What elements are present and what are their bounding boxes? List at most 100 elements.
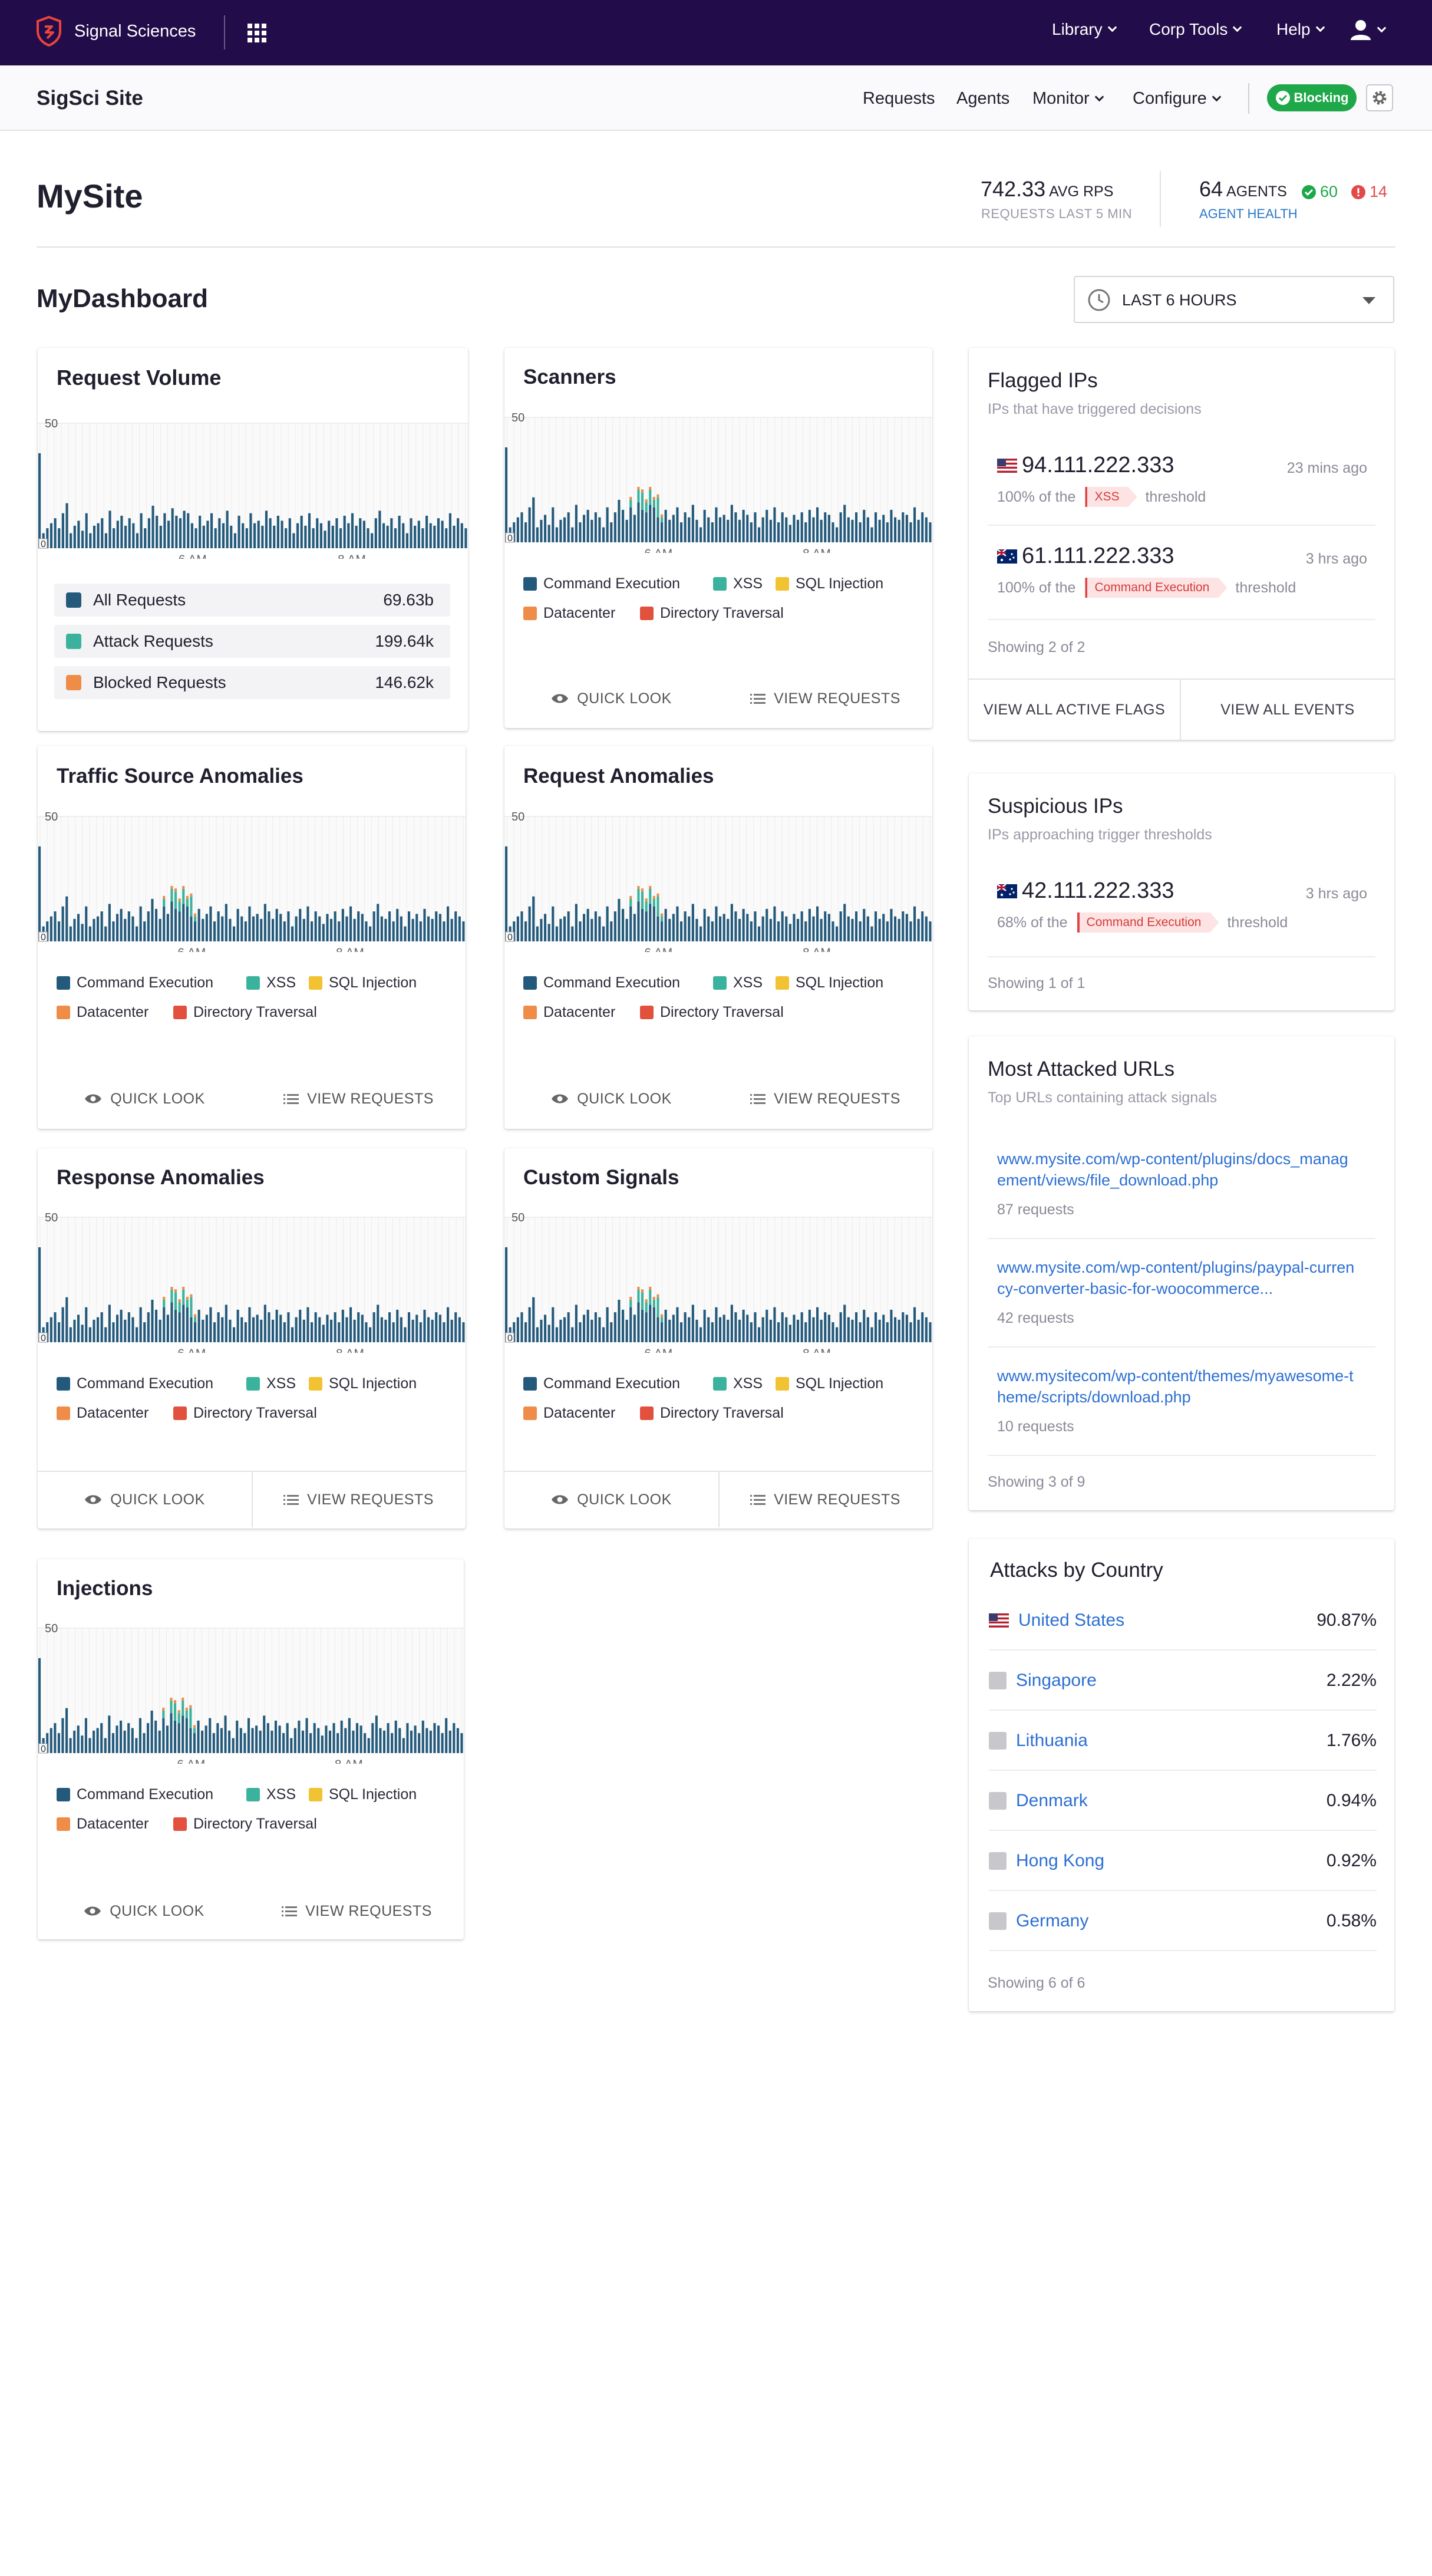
bar	[417, 521, 420, 548]
user-menu[interactable]	[1349, 19, 1387, 41]
legend-swatch	[246, 976, 260, 990]
attacked-url-link[interactable]: www.mysite.com/wp-content/plugins/paypal…	[997, 1259, 1355, 1297]
flagged-ip-2[interactable]: 61.111.222.333	[997, 543, 1174, 569]
legend-sql[interactable]: SQL Injection	[309, 974, 417, 991]
signal-tag[interactable]: XSS	[1085, 487, 1137, 507]
legend-sql[interactable]: SQL Injection	[309, 1375, 417, 1392]
legend-datacenter[interactable]: Datacenter	[523, 605, 615, 622]
legend-traversal[interactable]: Directory Traversal	[173, 1816, 317, 1833]
quick-look-button[interactable]: QUICK LOOK	[504, 1472, 718, 1527]
topnav-help[interactable]: Help	[1276, 20, 1325, 39]
quick-look-button[interactable]: QUICK LOOK	[38, 1071, 252, 1126]
legend-datacenter[interactable]: Datacenter	[57, 1816, 149, 1833]
legend-traversal[interactable]: Directory Traversal	[640, 1405, 784, 1422]
legend-command[interactable]: Command Execution	[523, 1375, 680, 1392]
quick-look-button[interactable]: QUICK LOOK	[38, 1472, 252, 1527]
site-name[interactable]: SigSci Site	[37, 87, 143, 110]
bar	[629, 507, 632, 542]
view-requests-button[interactable]: VIEW REQUESTS	[250, 1883, 463, 1939]
country-row-denmark[interactable]: Denmark 0.94%	[989, 1772, 1377, 1831]
bar	[73, 1319, 76, 1342]
legend-command[interactable]: Command Execution	[57, 974, 213, 991]
legend-datacenter[interactable]: Datacenter	[57, 1004, 149, 1021]
bar	[886, 1322, 889, 1342]
legend-traversal[interactable]: Directory Traversal	[640, 605, 784, 622]
bar	[272, 918, 275, 941]
nav-configure[interactable]: Configure	[1133, 89, 1222, 108]
bar	[88, 1327, 91, 1342]
legend-command[interactable]: Command Execution	[523, 575, 680, 592]
view-requests-button[interactable]: VIEW REQUESTS	[252, 1472, 466, 1527]
brand[interactable]: Signal Sciences	[35, 16, 196, 47]
legend-command[interactable]: Command Execution	[523, 974, 680, 991]
time-range-select[interactable]: LAST 6 HOURS	[1074, 276, 1394, 323]
legend-sql[interactable]: SQL Injection	[776, 974, 883, 991]
nav-agents[interactable]: Agents	[956, 89, 1010, 108]
legend-datacenter[interactable]: Datacenter	[523, 1405, 615, 1422]
country-row-singapore[interactable]: Singapore 2.22%	[989, 1652, 1377, 1711]
legend-datacenter[interactable]: Datacenter	[57, 1405, 149, 1422]
legend-sql[interactable]: SQL Injection	[776, 1375, 883, 1392]
nav-monitor-label: Monitor	[1032, 89, 1090, 108]
legend-xss[interactable]: XSS	[246, 974, 296, 991]
country-row-germany[interactable]: Germany 0.58%	[989, 1892, 1377, 1951]
view-all-events-button[interactable]: VIEW ALL EVENTS	[1220, 701, 1355, 718]
view-requests-button[interactable]: VIEW REQUESTS	[718, 671, 932, 726]
y-tick-label: 0	[41, 539, 46, 549]
legend-label: Directory Traversal	[660, 1405, 784, 1421]
legend-command[interactable]: Command Execution	[57, 1786, 213, 1803]
settings-button[interactable]	[1366, 84, 1393, 111]
agent-health-link[interactable]: AGENT HEALTH	[1199, 206, 1298, 221]
blocking-status-badge[interactable]: Blocking	[1267, 84, 1357, 111]
suspicious-ip-1[interactable]: 42.111.222.333	[997, 878, 1174, 904]
country-row-hong-kong[interactable]: Hong Kong 0.92%	[989, 1832, 1377, 1891]
bar	[104, 1738, 107, 1753]
country-row-lithuania[interactable]: Lithuania 1.76%	[989, 1712, 1377, 1771]
view-requests-button[interactable]: VIEW REQUESTS	[718, 1071, 932, 1126]
bar	[300, 515, 303, 548]
signal-tag[interactable]: Command Execution	[1077, 913, 1219, 933]
summary-row-all[interactable]: All Requests 69.63b	[54, 584, 450, 617]
bar	[661, 1322, 664, 1342]
bar	[321, 1735, 324, 1753]
legend-sql[interactable]: SQL Injection	[776, 575, 883, 592]
summary-row-attack[interactable]: Attack Requests 199.64k	[54, 625, 450, 658]
flagged-ip-1[interactable]: 94.111.222.333	[997, 453, 1174, 478]
legend-xss[interactable]: XSS	[713, 974, 763, 991]
legend-traversal[interactable]: Directory Traversal	[640, 1004, 784, 1021]
url-request-count: 42 requests	[997, 1310, 1074, 1326]
bar	[202, 525, 205, 548]
bar	[330, 918, 333, 941]
nav-requests[interactable]: Requests	[863, 89, 935, 108]
legend-datacenter[interactable]: Datacenter	[523, 1004, 615, 1021]
topnav-corp-tools[interactable]: Corp Tools	[1149, 20, 1242, 39]
quick-look-button[interactable]: QUICK LOOK	[504, 1071, 718, 1126]
legend-xss[interactable]: XSS	[713, 1375, 763, 1392]
topnav-library[interactable]: Library	[1052, 20, 1117, 39]
nav-monitor[interactable]: Monitor	[1032, 89, 1104, 108]
view-requests-label: VIEW REQUESTS	[305, 1902, 432, 1919]
summary-row-blocked[interactable]: Blocked Requests 146.62k	[54, 666, 450, 699]
legend-traversal[interactable]: Directory Traversal	[173, 1405, 317, 1422]
legend-command[interactable]: Command Execution	[57, 1375, 213, 1392]
legend-xss[interactable]: XSS	[246, 1786, 296, 1803]
country-row-united-states[interactable]: United States 90.87%	[989, 1592, 1377, 1651]
bar	[917, 519, 920, 542]
bar	[441, 521, 444, 548]
view-requests-button[interactable]: VIEW REQUESTS	[252, 1071, 466, 1126]
view-requests-button[interactable]: VIEW REQUESTS	[718, 1472, 932, 1527]
apps-grid-icon[interactable]	[246, 22, 268, 44]
legend-sql[interactable]: SQL Injection	[309, 1786, 417, 1803]
view-all-active-flags-button[interactable]: VIEW ALL ACTIVE FLAGS	[969, 680, 1181, 740]
bar	[785, 517, 788, 542]
legend-xss[interactable]: XSS	[713, 575, 763, 592]
attacked-url-link[interactable]: www.mysitecom/wp-content/themes/myawesom…	[997, 1367, 1354, 1406]
legend-xss[interactable]: XSS	[246, 1375, 296, 1392]
bar	[243, 1733, 246, 1753]
quick-look-button[interactable]: QUICK LOOK	[504, 671, 718, 726]
legend-traversal[interactable]: Directory Traversal	[173, 1004, 317, 1021]
bar	[382, 523, 385, 548]
attacked-url-link[interactable]: www.mysite.com/wp-content/plugins/docs_m…	[997, 1150, 1348, 1189]
quick-look-button[interactable]: QUICK LOOK	[38, 1883, 250, 1939]
signal-tag[interactable]: Command Execution	[1085, 578, 1227, 598]
